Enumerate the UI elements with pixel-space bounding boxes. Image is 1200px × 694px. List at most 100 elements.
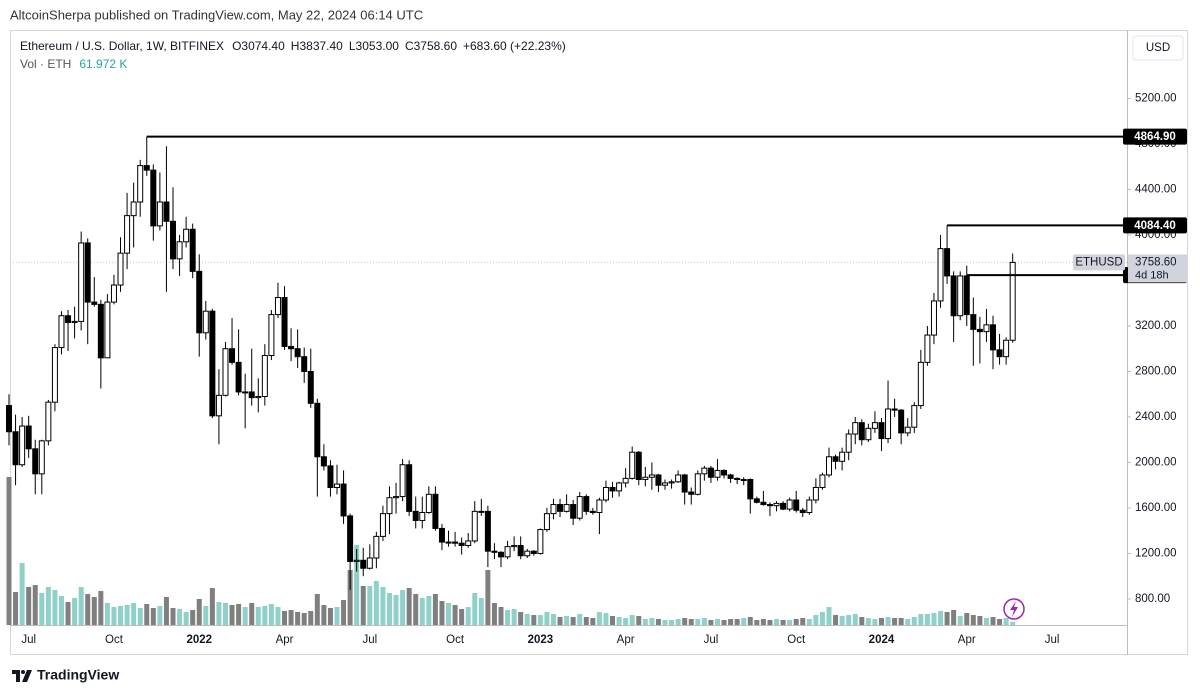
volume-bar [282,611,288,625]
volume-bar [150,608,156,625]
candle-body [898,409,905,434]
volume-bar [229,605,235,625]
candle-body [412,510,419,521]
candle-body [635,451,642,481]
volume-bar [216,602,222,625]
volume-bar [295,612,301,625]
candle-body [871,422,878,429]
x-tick-label: Jul [1045,634,1060,646]
volume-bar [196,599,202,625]
volume-bar [354,545,360,625]
volume-bar [898,618,904,625]
logo-part [22,670,32,682]
volume-bar [157,606,163,625]
candle-body [517,544,524,557]
volume-bar [872,619,878,625]
candle-body [583,496,590,512]
currency-button[interactable] [1132,35,1184,61]
volume-bar [163,597,169,625]
candle-body [589,510,596,514]
volume-bar [977,616,983,625]
candle-body [681,474,688,493]
candle-body [904,426,911,434]
alert-icon[interactable] [1003,598,1025,620]
volume-bar [997,619,1003,625]
candle-body [143,165,150,171]
candle-body [543,513,550,531]
y-tick-label: 5200.00 [1135,93,1177,105]
candle-body [458,542,465,546]
candle-body [222,348,229,396]
candle-body [563,504,570,512]
candle-body [419,512,426,521]
candle-body [242,391,249,394]
change: +683.60 (+22.23%) [463,39,566,53]
volume-bar [806,619,812,625]
volume-bar [249,603,255,625]
candle-body [334,483,340,488]
volume-bar [327,608,333,625]
candle-body [38,440,45,475]
volume-bar [780,620,786,625]
volume-bar [386,593,392,625]
candle-body [373,535,380,559]
candle-body [71,320,78,324]
candle-body [799,509,806,514]
candle-body [976,328,983,333]
candle-body [215,394,222,417]
volume-bar [754,620,760,625]
volume-bar [688,619,694,625]
candle-body [714,469,721,478]
candle-body [347,515,354,562]
candle-body [65,315,72,324]
candle-body [268,314,275,357]
candle-body [366,557,373,569]
x-tick-label: Apr [958,634,976,646]
volume-bar [65,602,71,625]
volume-bar [104,603,110,625]
volume-bar [400,590,406,625]
volume-value: 61.972 K [79,57,127,71]
volume-bar [1003,618,1009,625]
candle-body [156,201,163,227]
volume-bar [649,618,655,625]
candle-body [655,474,662,486]
volume-label: Vol · ETH [20,57,71,71]
volume-bar [878,618,884,625]
volume-bar [446,603,452,625]
candle-body [498,551,504,558]
candle-body [248,391,255,399]
logo-part [12,670,20,682]
volume-bar [262,606,268,625]
candle-body [130,201,137,217]
volume-bar [531,615,537,625]
candle-body [616,482,623,492]
y-tick-label: 2400.00 [1135,411,1177,423]
volume-bar [72,598,78,625]
x-tick-label: Oct [446,634,465,646]
candle-body [675,474,682,483]
volume-bar [334,607,340,625]
volume-bar [209,588,215,625]
candle-body [727,474,734,479]
volume-bar [596,612,602,625]
volume-bar [137,608,143,625]
candle-body [570,504,577,519]
candle-body [688,491,695,495]
y-tick-label: 800.00 [1135,593,1170,605]
candle-body [19,425,26,466]
candle-body [235,361,242,393]
candle-body [288,345,295,350]
volume-bar [268,604,274,625]
countdown: 4d 18h [1135,269,1169,281]
level-label: 4864.90 [1134,131,1176,143]
candle-body [84,242,91,303]
volume-bar [708,620,714,625]
candle-body [491,550,498,553]
candle-body [327,465,334,488]
volume-bar [111,607,117,625]
candle-body [648,474,655,478]
brand-logo [12,670,32,682]
legend-key: O [232,39,241,53]
volume-bar [642,619,648,625]
